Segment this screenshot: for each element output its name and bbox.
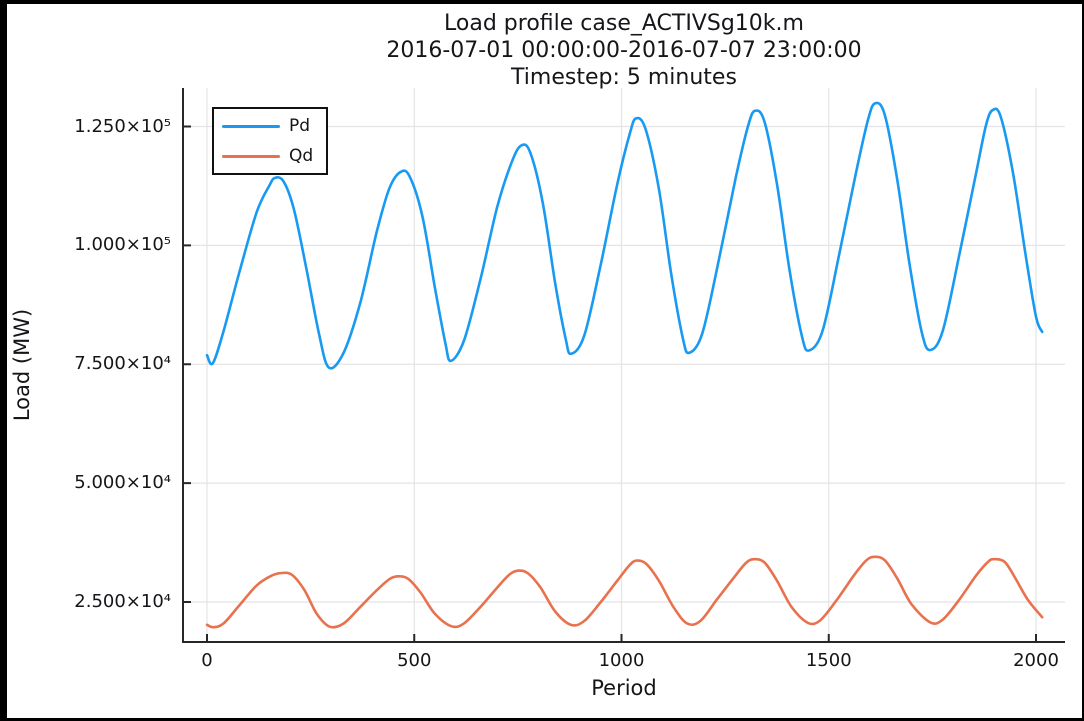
- legend-item-qd: Qd: [222, 145, 318, 167]
- data-series: [205, 101, 1044, 629]
- x-tick-label: 1000: [598, 650, 645, 671]
- y-tick-label: 1.250×10⁵: [74, 115, 171, 137]
- legend-label-qd: Qd: [289, 145, 314, 166]
- gridlines: [183, 88, 1065, 642]
- legend-item-pd: Pd: [222, 115, 318, 137]
- series-qd-line: [205, 555, 1044, 629]
- x-axis-label: Period: [591, 676, 657, 700]
- chart-title-line-2: 2016-07-01 00:00:00-2016-07-07 23:00:00: [386, 38, 862, 63]
- x-tick-label: 500: [397, 650, 432, 671]
- y-tick-label: 2.500×10⁴: [74, 591, 171, 612]
- x-tick-label: 2000: [1013, 650, 1059, 671]
- qd-line-sample: [222, 154, 280, 158]
- axes-spines: [182, 88, 1065, 643]
- chart-title: Load profile case_ACTIVSg10k.m 2016-07-0…: [183, 10, 1065, 91]
- x-tick-label: 0: [201, 650, 213, 671]
- plot-area: [182, 88, 1065, 643]
- y-tick-label: 7.500×10⁴: [74, 353, 171, 375]
- y-tick-label: 5.000×10⁴: [74, 472, 171, 494]
- chart-title-line-3: Timestep: 5 minutes: [511, 65, 737, 90]
- legend-box: Pd Qd: [212, 107, 328, 175]
- pd-line-sample: [222, 124, 280, 128]
- series-pd-line: [205, 101, 1044, 370]
- legend-label-pd: Pd: [289, 115, 311, 136]
- chart-title-line-1: Load profile case_ACTIVSg10k.m: [444, 11, 804, 36]
- x-tick-label: 1500: [805, 650, 852, 671]
- y-tick-label: 1.000×10⁵: [74, 234, 171, 256]
- plot-canvas: Load profile case_ACTIVSg10k.m 2016-07-0…: [7, 4, 1082, 718]
